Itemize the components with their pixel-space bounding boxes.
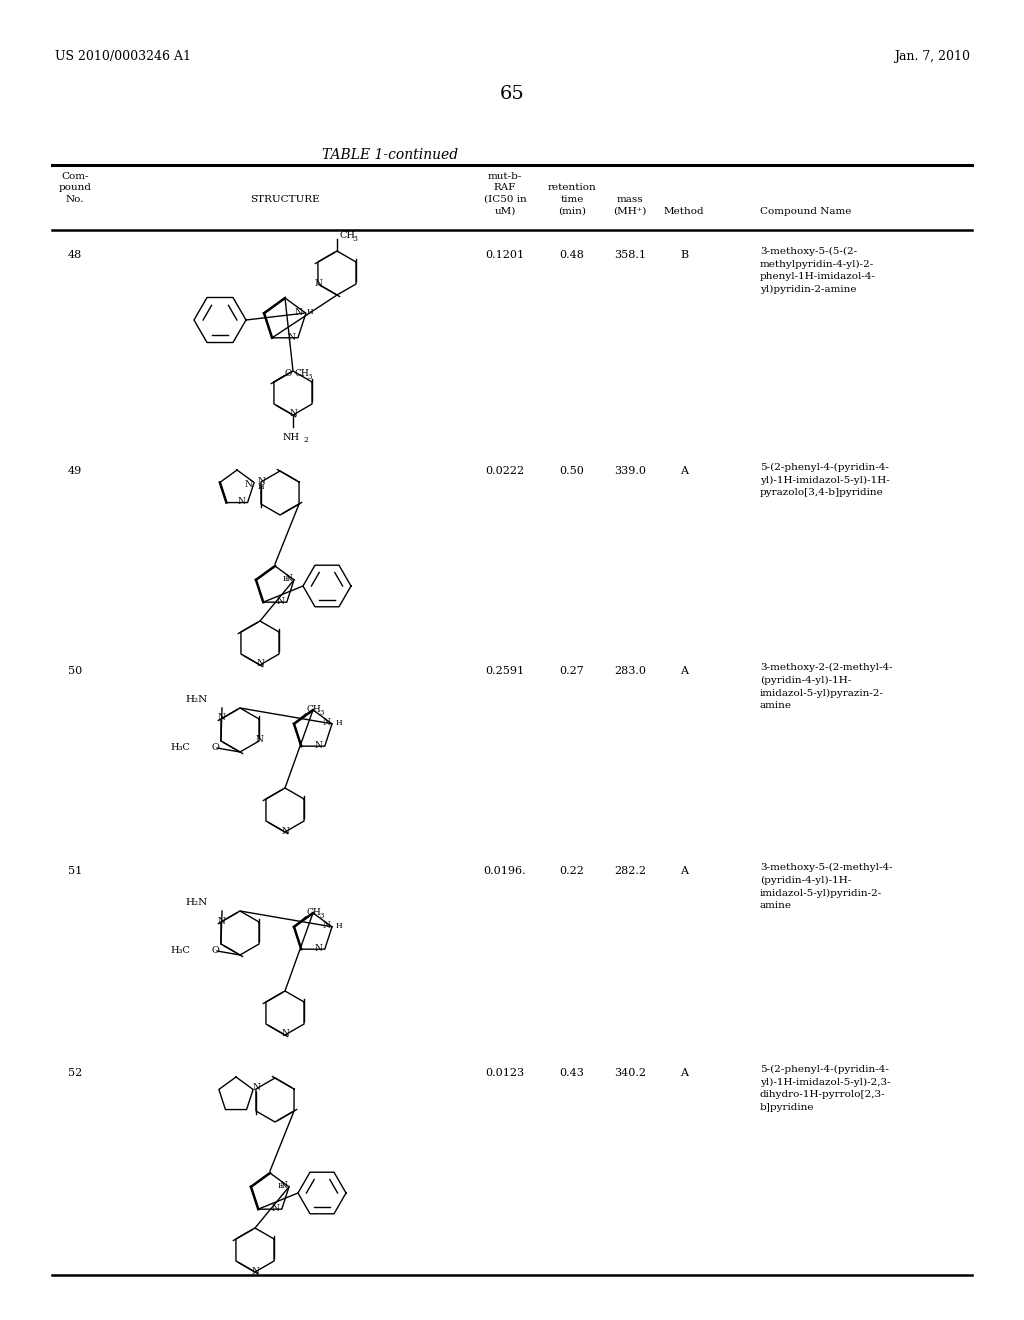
Text: N: N	[217, 916, 225, 925]
Text: 2: 2	[303, 436, 308, 444]
Text: (min): (min)	[558, 206, 586, 215]
Text: 3-methoxy-2-(2-methyl-4-
(pyridin-4-yl)-1H-
imidazol-5-yl)pyrazin-2-
amine: 3-methoxy-2-(2-methyl-4- (pyridin-4-yl)-…	[760, 663, 893, 710]
Text: 48: 48	[68, 249, 82, 260]
Text: CH: CH	[307, 908, 322, 917]
Text: B: B	[680, 249, 688, 260]
Text: O: O	[285, 370, 292, 379]
Text: 3: 3	[319, 912, 325, 920]
Text: 0.27: 0.27	[560, 667, 585, 676]
Text: CH: CH	[307, 705, 322, 714]
Text: N: N	[323, 921, 330, 931]
Text: N: N	[315, 741, 323, 750]
Text: 5-(2-phenyl-4-(pyridin-4-
yl)-1H-imidazol-5-yl)-1H-
pyrazolo[3,4-b]pyridine: 5-(2-phenyl-4-(pyridin-4- yl)-1H-imidazo…	[760, 463, 890, 498]
Text: 0.0196.: 0.0196.	[483, 866, 526, 876]
Text: A: A	[680, 667, 688, 676]
Text: O: O	[212, 946, 220, 954]
Text: N: N	[257, 477, 265, 486]
Text: 65: 65	[500, 84, 524, 103]
Text: time: time	[560, 195, 584, 205]
Text: 340.2: 340.2	[614, 1068, 646, 1078]
Text: No.: No.	[66, 195, 84, 205]
Text: 282.2: 282.2	[614, 866, 646, 876]
Text: N: N	[280, 1181, 287, 1191]
Text: 0.0222: 0.0222	[485, 466, 524, 477]
Text: (IC50 in: (IC50 in	[483, 195, 526, 205]
Text: 358.1: 358.1	[614, 249, 646, 260]
Text: 3: 3	[308, 374, 312, 381]
Text: 49: 49	[68, 466, 82, 477]
Text: CH: CH	[295, 370, 309, 379]
Text: N: N	[245, 480, 252, 488]
Text: 0.2591: 0.2591	[485, 667, 524, 676]
Text: H₂N: H₂N	[185, 696, 208, 704]
Text: N: N	[323, 718, 330, 727]
Text: Com-: Com-	[61, 172, 89, 181]
Text: 51: 51	[68, 866, 82, 876]
Text: N: N	[252, 1084, 260, 1093]
Text: N: N	[251, 1266, 259, 1275]
Text: 0.22: 0.22	[559, 866, 585, 876]
Text: 339.0: 339.0	[614, 466, 646, 477]
Text: 3: 3	[319, 709, 325, 717]
Text: H: H	[278, 1181, 285, 1189]
Text: A: A	[680, 466, 688, 477]
Text: Jan. 7, 2010: Jan. 7, 2010	[894, 50, 970, 63]
Text: N: N	[315, 944, 323, 953]
Text: 0.1201: 0.1201	[485, 249, 524, 260]
Text: H₃C: H₃C	[170, 743, 190, 752]
Text: H: H	[307, 308, 313, 317]
Text: 3: 3	[352, 235, 357, 243]
Text: 283.0: 283.0	[614, 667, 646, 676]
Text: 0.0123: 0.0123	[485, 1068, 524, 1078]
Text: N: N	[287, 333, 295, 342]
Text: N: N	[284, 574, 292, 583]
Text: O: O	[212, 743, 220, 752]
Text: N: N	[314, 279, 322, 288]
Text: retention: retention	[548, 183, 596, 193]
Text: N: N	[255, 735, 263, 744]
Text: mut-b-: mut-b-	[487, 172, 522, 181]
Text: NH: NH	[283, 433, 300, 441]
Text: N: N	[294, 308, 302, 317]
Text: US 2010/0003246 A1: US 2010/0003246 A1	[55, 50, 191, 63]
Text: N: N	[276, 597, 285, 606]
Text: H: H	[283, 574, 290, 583]
Text: 3-methoxy-5-(5-(2-
methylpyridin-4-yl)-2-
phenyl-1H-imidazol-4-
yl)pyridin-2-ami: 3-methoxy-5-(5-(2- methylpyridin-4-yl)-2…	[760, 247, 876, 294]
Text: 0.50: 0.50	[559, 466, 585, 477]
Text: 3-methoxy-5-(2-methyl-4-
(pyridin-4-yl)-1H-
imidazol-5-yl)pyridin-2-
amine: 3-methoxy-5-(2-methyl-4- (pyridin-4-yl)-…	[760, 863, 893, 909]
Text: 0.48: 0.48	[559, 249, 585, 260]
Text: 50: 50	[68, 667, 82, 676]
Text: N: N	[238, 498, 246, 506]
Text: 5-(2-phenyl-4-(pyridin-4-
yl)-1H-imidazol-5-yl)-2,3-
dihydro-1H-pyrrolo[2,3-
b]p: 5-(2-phenyl-4-(pyridin-4- yl)-1H-imidazo…	[760, 1065, 891, 1111]
Text: STRUCTURE: STRUCTURE	[250, 195, 319, 205]
Text: Compound Name: Compound Name	[760, 206, 851, 215]
Text: TABLE 1-continued: TABLE 1-continued	[322, 148, 458, 162]
Text: mass: mass	[616, 195, 643, 205]
Text: H: H	[257, 483, 264, 491]
Text: H₂N: H₂N	[185, 898, 208, 907]
Text: Method: Method	[664, 206, 705, 215]
Text: CH: CH	[339, 231, 355, 240]
Text: uM): uM)	[495, 206, 516, 215]
Text: RAF: RAF	[494, 183, 516, 193]
Text: 52: 52	[68, 1068, 82, 1078]
Text: A: A	[680, 1068, 688, 1078]
Text: N: N	[281, 826, 289, 836]
Text: N: N	[256, 660, 264, 668]
Text: pound: pound	[58, 183, 91, 193]
Text: H: H	[336, 719, 343, 727]
Text: N: N	[272, 1204, 280, 1213]
Text: H: H	[336, 921, 343, 929]
Text: N: N	[217, 714, 225, 722]
Text: 0.43: 0.43	[559, 1068, 585, 1078]
Text: A: A	[680, 866, 688, 876]
Text: (MH⁺): (MH⁺)	[613, 206, 647, 215]
Text: N: N	[281, 1030, 289, 1039]
Text: H₃C: H₃C	[170, 946, 190, 954]
Text: N: N	[289, 409, 297, 418]
